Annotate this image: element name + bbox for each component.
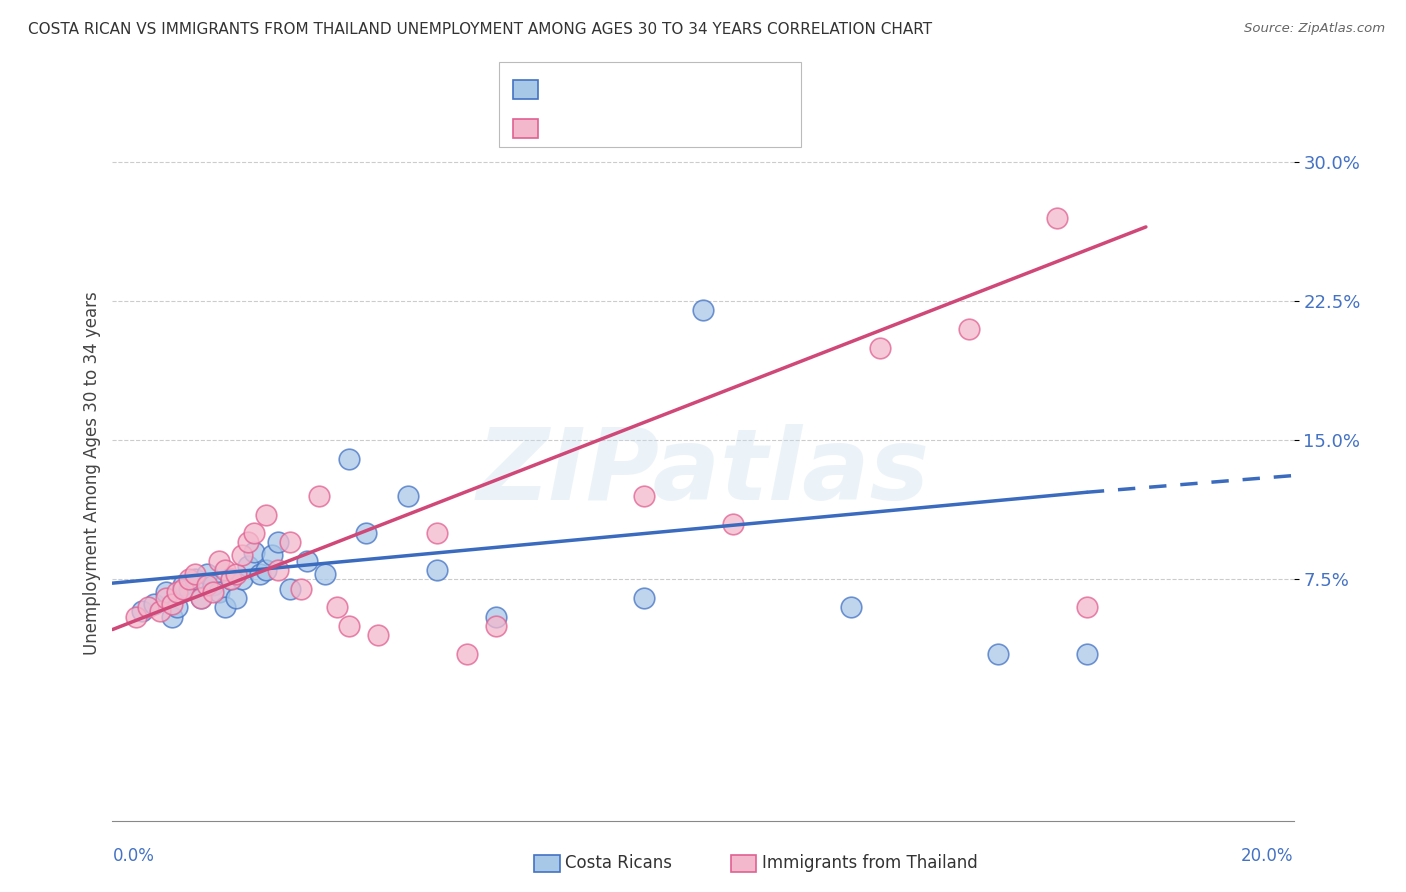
Point xyxy=(195,578,218,592)
Text: 0.648: 0.648 xyxy=(589,120,641,137)
Point xyxy=(356,526,378,541)
Point xyxy=(260,549,283,563)
Point xyxy=(208,585,231,599)
Point xyxy=(160,597,183,611)
Text: 35: 35 xyxy=(685,80,707,98)
Point xyxy=(190,591,212,605)
Point xyxy=(426,526,449,541)
Point xyxy=(219,573,242,587)
Text: Costa Ricans: Costa Ricans xyxy=(565,855,672,872)
Point xyxy=(155,585,177,599)
Point xyxy=(308,489,330,503)
Text: ZIPatlas: ZIPatlas xyxy=(477,425,929,521)
Point xyxy=(1076,600,1098,615)
Point xyxy=(179,582,201,596)
Point xyxy=(278,535,301,549)
Point xyxy=(987,647,1010,661)
Point xyxy=(149,604,172,618)
Point xyxy=(238,559,260,574)
Point xyxy=(426,563,449,577)
Text: Source: ZipAtlas.com: Source: ZipAtlas.com xyxy=(1244,22,1385,36)
Y-axis label: Unemployment Among Ages 30 to 34 years: Unemployment Among Ages 30 to 34 years xyxy=(83,291,101,655)
Point xyxy=(172,578,194,592)
Point xyxy=(456,647,478,661)
Point xyxy=(278,582,301,596)
Point xyxy=(201,578,224,592)
Text: R =: R = xyxy=(547,80,583,98)
Point xyxy=(155,591,177,605)
Text: 36: 36 xyxy=(685,120,707,137)
Point xyxy=(367,628,389,642)
Point xyxy=(297,554,319,568)
Point xyxy=(142,597,165,611)
Point xyxy=(721,516,744,531)
Point xyxy=(225,566,247,581)
Point xyxy=(267,563,290,577)
Point xyxy=(839,600,862,615)
Point xyxy=(254,508,277,522)
Point xyxy=(485,619,508,633)
Text: 0.0%: 0.0% xyxy=(112,847,155,865)
Point xyxy=(290,582,312,596)
Point xyxy=(337,451,360,466)
Point xyxy=(869,341,891,355)
Point xyxy=(267,535,290,549)
Point xyxy=(957,322,980,336)
Point xyxy=(1076,647,1098,661)
Point xyxy=(485,609,508,624)
Point xyxy=(225,591,247,605)
Point xyxy=(179,573,201,587)
Point xyxy=(136,600,159,615)
Point xyxy=(633,489,655,503)
Text: COSTA RICAN VS IMMIGRANTS FROM THAILAND UNEMPLOYMENT AMONG AGES 30 TO 34 YEARS C: COSTA RICAN VS IMMIGRANTS FROM THAILAND … xyxy=(28,22,932,37)
Point xyxy=(125,609,148,624)
Point xyxy=(195,566,218,581)
Point xyxy=(208,554,231,568)
Point xyxy=(633,591,655,605)
Point xyxy=(231,573,253,587)
Point xyxy=(396,489,419,503)
Text: 0.181: 0.181 xyxy=(589,80,641,98)
Point xyxy=(172,582,194,596)
Text: R =: R = xyxy=(547,120,583,137)
Point xyxy=(243,526,266,541)
Text: Immigrants from Thailand: Immigrants from Thailand xyxy=(762,855,977,872)
Point xyxy=(201,585,224,599)
Point xyxy=(190,591,212,605)
Point xyxy=(326,600,349,615)
Point xyxy=(1046,211,1069,225)
Point xyxy=(231,549,253,563)
Point xyxy=(131,604,153,618)
Text: N =: N = xyxy=(643,120,690,137)
Point xyxy=(184,573,207,587)
Point xyxy=(314,566,336,581)
Text: 20.0%: 20.0% xyxy=(1241,847,1294,865)
Point xyxy=(219,573,242,587)
Point xyxy=(254,563,277,577)
Point xyxy=(692,303,714,318)
Point xyxy=(166,600,188,615)
Point xyxy=(337,619,360,633)
Point xyxy=(214,600,236,615)
Point xyxy=(214,563,236,577)
Text: N =: N = xyxy=(643,80,690,98)
Point xyxy=(166,585,188,599)
Point xyxy=(160,609,183,624)
Point xyxy=(249,566,271,581)
Point xyxy=(243,544,266,558)
Point xyxy=(184,566,207,581)
Point xyxy=(238,535,260,549)
